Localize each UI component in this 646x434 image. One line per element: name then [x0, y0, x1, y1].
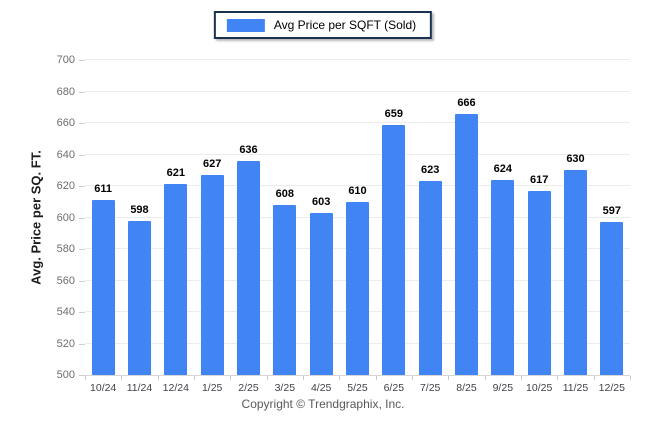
bar-value-label: 598	[130, 203, 149, 216]
legend-label: Avg Price per SQFT (Sold)	[273, 18, 417, 32]
x-tick-label: 8/25	[456, 382, 477, 394]
y-tick	[79, 280, 85, 282]
y-tick	[79, 123, 85, 124]
y-tick	[79, 217, 85, 219]
y-tick-label: 660	[56, 117, 75, 129]
x-tick-label: 12/24	[162, 382, 189, 394]
gridline	[85, 185, 630, 186]
plot-area	[85, 59, 630, 376]
gridline	[85, 153, 630, 155]
y-tick-label: 540	[56, 306, 75, 318]
x-tick-label: 10/24	[90, 382, 117, 394]
bar-value-label: 627	[202, 157, 222, 170]
bar	[164, 184, 188, 375]
x-tick-label: 10/25	[526, 382, 553, 394]
x-tick	[521, 376, 522, 380]
bar	[600, 222, 624, 375]
legend: Avg Price per SQFT (Sold)	[213, 11, 433, 39]
x-tick	[557, 376, 559, 380]
x-tick-label: 12/25	[598, 382, 625, 394]
bar-value-label: 603	[311, 195, 331, 208]
x-tick-label: 4/25	[310, 382, 332, 394]
bar-value-label: 611	[94, 183, 113, 196]
y-tick	[79, 375, 85, 376]
bar	[273, 204, 297, 375]
y-tick-label: 500	[56, 369, 75, 381]
bar-value-label: 636	[239, 143, 258, 156]
x-tick	[85, 376, 86, 380]
gridline	[85, 122, 630, 123]
x-tick-label: 11/24	[126, 382, 153, 394]
y-tick	[79, 186, 85, 187]
bar	[309, 212, 333, 375]
y-tick	[79, 343, 85, 345]
bar-value-label: 597	[602, 205, 621, 218]
bar	[527, 190, 551, 375]
x-tick	[593, 376, 595, 380]
x-tick	[266, 376, 268, 380]
bar-value-label: 621	[166, 167, 185, 180]
y-tick	[79, 249, 85, 250]
y-tick-label: 580	[56, 243, 75, 255]
bar-value-label: 608	[275, 187, 294, 200]
x-tick-label: 2/25	[238, 382, 259, 394]
x-tick	[484, 376, 486, 380]
bar-value-label: 630	[566, 153, 585, 166]
x-tick-label: 7/25	[419, 382, 441, 394]
x-tick-label: 1/25	[201, 382, 223, 394]
y-tick	[79, 60, 85, 61]
bar	[382, 124, 406, 375]
x-tick-label: 11/25	[562, 382, 589, 394]
y-tick-label: 520	[56, 337, 75, 350]
x-tick-label: 6/25	[383, 382, 405, 394]
footer-copyright: Copyright © Trendgraphix, Inc.	[241, 397, 405, 411]
x-tick	[194, 376, 195, 380]
bar-value-label: 623	[420, 164, 440, 177]
bar-value-label: 617	[529, 173, 549, 186]
y-tick-label: 700	[56, 54, 75, 66]
y-tick-label: 620	[56, 180, 75, 192]
x-tick	[375, 376, 377, 380]
bar-value-label: 659	[384, 107, 403, 120]
bar	[491, 179, 515, 375]
bar-value-label: 666	[457, 96, 476, 109]
x-tick	[339, 376, 341, 380]
bar	[237, 160, 260, 375]
x-tick	[303, 376, 304, 380]
x-tick-label: 9/25	[492, 382, 514, 394]
bar	[564, 170, 587, 375]
x-tick	[412, 376, 413, 380]
bar	[455, 113, 478, 375]
x-tick	[157, 376, 159, 380]
bar-value-label: 610	[348, 184, 367, 197]
y-tick-label: 560	[56, 274, 75, 287]
bar-value-label: 624	[493, 162, 512, 175]
x-tick	[121, 376, 123, 380]
x-tick	[448, 376, 450, 380]
y-tick	[79, 312, 85, 313]
bar	[418, 181, 442, 375]
bar	[200, 174, 224, 375]
gridline	[85, 59, 630, 60]
y-tick	[79, 154, 85, 156]
legend-swatch	[226, 18, 265, 32]
y-tick-label: 600	[56, 211, 75, 224]
bar	[128, 220, 151, 375]
bar	[346, 201, 369, 375]
y-tick-label: 680	[56, 85, 75, 98]
x-tick	[230, 376, 232, 380]
y-tick	[79, 91, 85, 93]
x-tick	[630, 376, 631, 380]
bar	[91, 200, 115, 375]
gridline	[85, 90, 630, 92]
x-tick-label: 5/25	[347, 382, 368, 394]
y-tick-label: 640	[56, 148, 75, 161]
x-tick-label: 3/25	[274, 382, 296, 394]
